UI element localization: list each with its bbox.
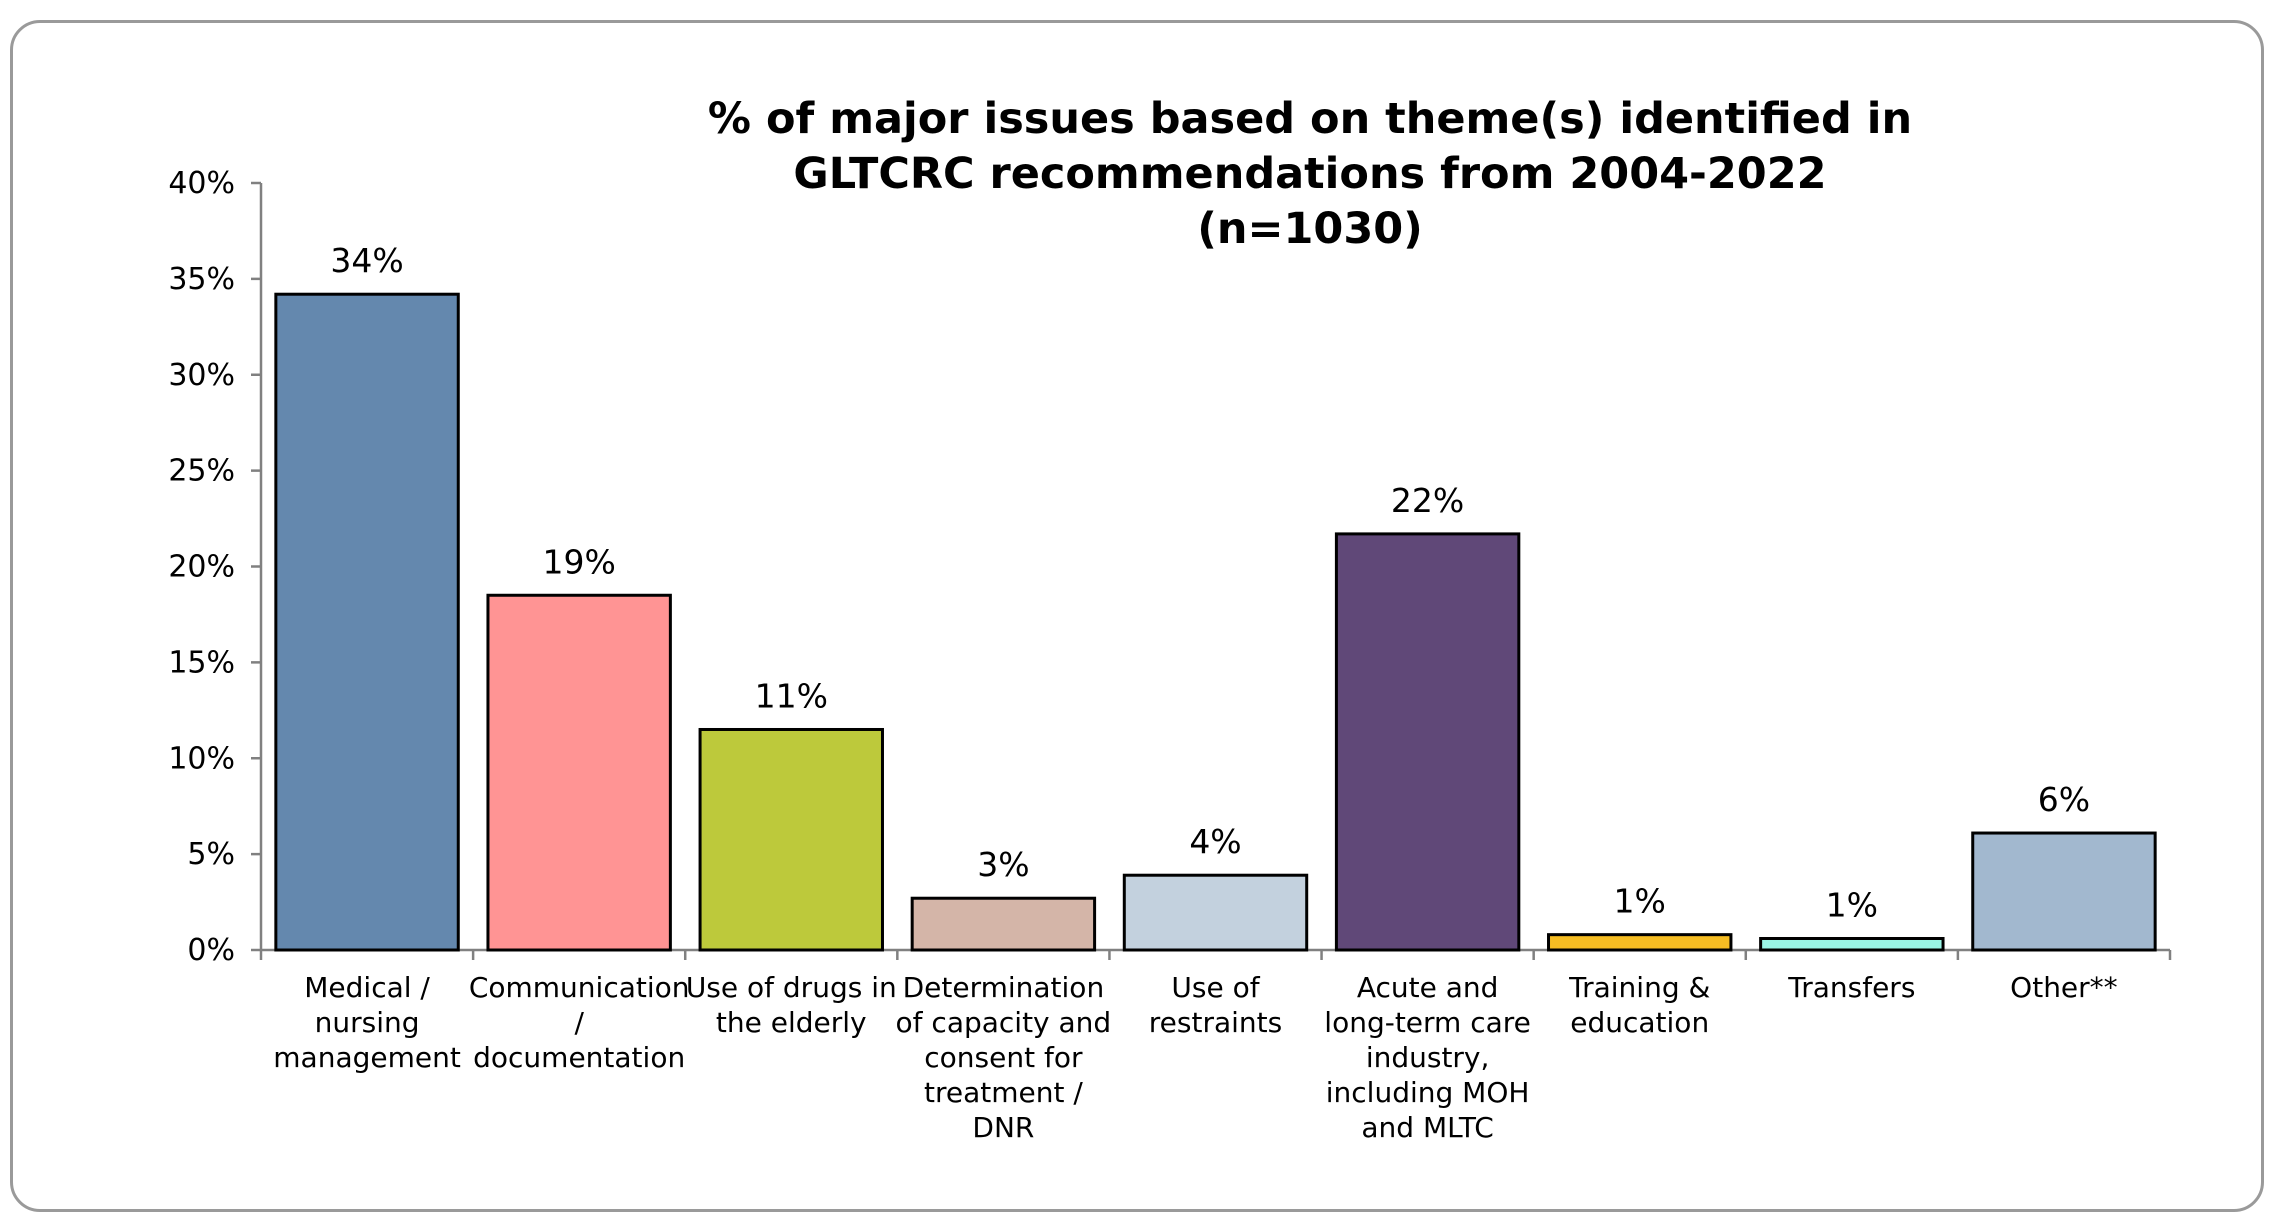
category-label-1: Medical / nursing management: [273, 971, 461, 1074]
data-label-1: 34%: [330, 241, 403, 280]
y-tick-label: 35%: [168, 262, 235, 297]
y-tick-label: 5%: [187, 837, 235, 872]
category-label-8: Transfers: [1787, 971, 1915, 1004]
y-axis: 0% 5% 10% 15% 20% 25% 30% 35% 40%: [168, 166, 263, 968]
category-label-7: Training & education: [1568, 971, 1710, 1039]
y-tick-label: 30%: [168, 358, 235, 393]
category-label-6: Acute and long-term care industry, includin…: [1324, 971, 1531, 1144]
bar-9: [1971, 831, 2157, 952]
y-tick-label: 25%: [168, 454, 235, 489]
y-tick-label: 20%: [168, 550, 235, 585]
bar-2: [486, 593, 672, 952]
chart-title-line-1: % of major issues based on theme(s) iden…: [708, 94, 1912, 144]
chart-title-line-2: GLTCRC recommendations from 2004-2022: [793, 149, 1826, 199]
bar-7: [1547, 933, 1733, 952]
y-tick-label: 40%: [168, 166, 235, 201]
category-label-4: Determination of capacity and consent for t…: [896, 971, 1112, 1144]
bar-5: [1122, 873, 1309, 952]
bar-6: [1334, 532, 1521, 952]
bar-1: [274, 292, 460, 952]
chart-title-line-3: (n=1030): [1197, 204, 1423, 254]
y-tick-label: 0%: [187, 933, 235, 968]
bar-8: [1759, 936, 1945, 952]
y-tick-label: 15%: [168, 645, 235, 680]
y-tick-label: 10%: [168, 741, 235, 776]
data-label-4: 3%: [977, 845, 1029, 884]
category-label-5: Use of restraints: [1149, 971, 1282, 1039]
data-label-7: 1%: [1614, 882, 1666, 921]
data-label-6: 22%: [1391, 481, 1464, 520]
category-label-2: Communication / documentation: [469, 971, 690, 1074]
bar-3: [698, 727, 884, 952]
data-label-5: 4%: [1189, 822, 1241, 861]
data-label-3: 11%: [755, 676, 828, 715]
data-label-2: 19%: [542, 542, 615, 581]
bars: [274, 292, 2157, 952]
data-labels: 34% 19% 11% 3% 4% 22% 1% 1% 6%: [330, 241, 2090, 924]
data-label-9: 6%: [2038, 780, 2090, 819]
chart-title: % of major issues based on theme(s) iden…: [708, 94, 1912, 254]
category-label-9: Other**: [2010, 971, 2118, 1004]
bar-4: [910, 896, 1097, 952]
category-label-3: Use of drugs in the elderly: [686, 971, 897, 1039]
data-label-8: 1%: [1826, 885, 1878, 924]
